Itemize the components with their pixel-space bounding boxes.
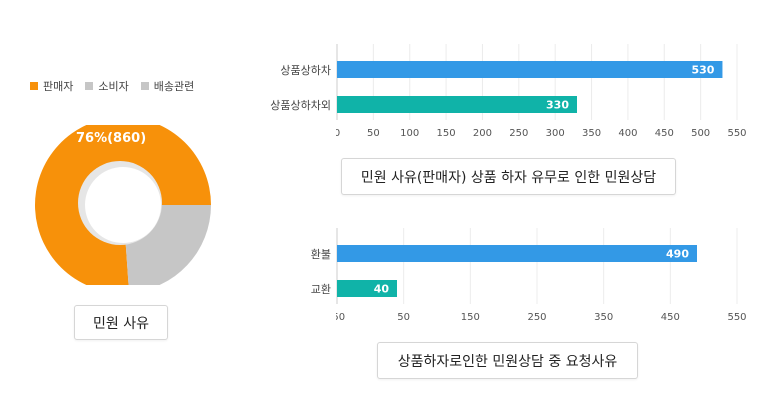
donut-legend: 판매자 소비자 배송관련: [30, 78, 194, 94]
bar1-tick-label: 400: [618, 128, 637, 139]
bar2-bar-value-label: 40: [374, 283, 390, 296]
bar1-caption: 민원 사유(판매자) 상품 하자 유무로 인한 민원상담: [341, 158, 676, 195]
legend-item-seller: 판매자: [30, 78, 73, 94]
bar1-tick-label: 450: [655, 128, 674, 139]
legend-item-delivery: 배송관련: [140, 78, 195, 94]
bar2-category-label: 환불: [310, 248, 331, 261]
legend-label-delivery: 배송관련: [153, 80, 195, 93]
bar1-tick-label: 250: [509, 128, 528, 139]
bar2-caption-text: 상품하자로인한 민원상담 중 요청사유: [397, 353, 618, 370]
bar1-bar-value-label: 530: [691, 64, 714, 77]
bar-chart-request: 490 40 -50 50 150 250 350 450 550: [336, 228, 747, 323]
bar1-tick-label: 100: [400, 128, 419, 139]
donut-chart: 76%(860): [35, 125, 211, 285]
bar1-category-label: 상품상하차외: [270, 99, 331, 112]
bar1-tick-labels: 0 50 100 150 200 250 300 350 400 450 500 550: [336, 128, 747, 139]
legend-swatch-delivery: [140, 82, 149, 90]
bar2-tick-labels: -50 50 150 250 350 450 550: [336, 312, 747, 323]
bar1-bar: [337, 61, 723, 78]
legend-label-consumer: 소비자: [98, 80, 129, 93]
bar2-tick-label: 50: [397, 312, 410, 323]
donut-caption-text: 민원 사유: [93, 315, 149, 332]
bar2-category-label: 교환: [310, 283, 331, 296]
legend-item-consumer: 소비자: [85, 78, 129, 94]
bar2-tick-label: 250: [527, 312, 546, 323]
bar2-bar: [337, 245, 697, 262]
legend-swatch-seller: [30, 82, 38, 90]
bar1-bar-value-label: 330: [546, 99, 569, 112]
bar-chart-defect: 530 330 0 50 100 150 200 250 300 350 400 450 500 550: [336, 44, 747, 139]
bar1-category-label: 상품상하차: [280, 64, 331, 77]
bar1-bar: [337, 96, 577, 113]
bar1-caption-text: 민원 사유(판매자) 상품 하자 유무로 인한 민원상담: [360, 169, 657, 186]
bar2-tick-label: -50: [336, 312, 345, 323]
bar1-tick-label: 500: [691, 128, 710, 139]
bar2-tick-label: 450: [661, 312, 680, 323]
bar2-tick-label: 350: [594, 312, 613, 323]
bar1-tick-label: 350: [582, 128, 601, 139]
donut-caption: 민원 사유: [74, 305, 168, 340]
bar2-bar-value-label: 490: [666, 248, 689, 261]
donut-hole: [85, 167, 161, 243]
bar1-tick-label: 0: [336, 128, 340, 139]
legend-label-seller: 판매자: [43, 80, 74, 93]
bar1-tick-label: 50: [367, 128, 380, 139]
bar2-tick-label: 150: [461, 312, 480, 323]
bar2-tick-label: 550: [727, 312, 746, 323]
bar1-tick-label: 150: [437, 128, 456, 139]
bar1-tick-label: 200: [473, 128, 492, 139]
legend-swatch-consumer: [85, 82, 94, 90]
bar1-bars: 530 330: [337, 61, 723, 113]
bar2-caption: 상품하자로인한 민원상담 중 요청사유: [377, 342, 638, 379]
bar1-tick-label: 300: [546, 128, 565, 139]
bar2-bars: 490 40: [337, 245, 697, 297]
bar1-tick-label: 550: [727, 128, 746, 139]
donut-slice-label-seller: 76%(860): [76, 131, 146, 146]
bar2-bar: [337, 280, 397, 297]
